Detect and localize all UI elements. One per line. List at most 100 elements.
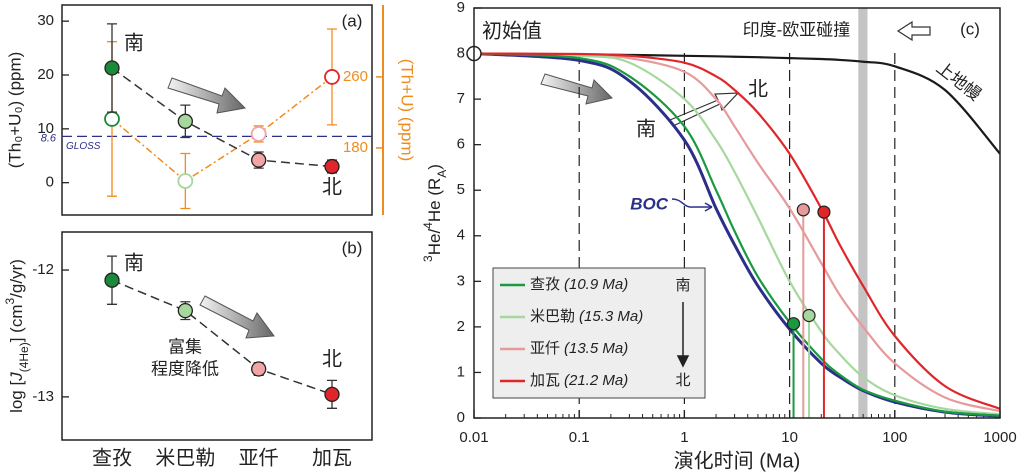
label-part: 3	[421, 255, 435, 262]
curves	[474, 52, 1000, 418]
axis-label: log [J(4He)] (cm3/g/yr)	[3, 259, 31, 413]
north-label: 北	[748, 77, 768, 100]
connector	[111, 67, 333, 168]
reference-label: GLOSS	[66, 141, 101, 152]
x-tick-label: 100	[882, 429, 907, 446]
data-point	[324, 158, 340, 175]
x-tick-label: 1	[680, 429, 688, 446]
curve	[474, 52, 1000, 417]
curve	[474, 52, 1000, 155]
label-part: log [	[7, 381, 26, 413]
plot-frame	[61, 4, 373, 216]
south-label: 南	[636, 117, 656, 140]
curve	[474, 52, 1000, 413]
legend-age: (13.5 Ma)	[564, 340, 628, 357]
x-tick-label: 10	[781, 429, 798, 446]
curve	[474, 52, 1000, 418]
marker	[802, 308, 816, 323]
connector	[111, 76, 333, 182]
note: 程度降低	[151, 359, 219, 378]
y2-tick-label: 260	[343, 68, 368, 85]
y-tick-label: -12	[32, 261, 54, 278]
hollow-arrow	[896, 20, 931, 42]
panel-label: (a)	[342, 11, 363, 30]
legend-box	[492, 267, 706, 399]
label-part: /g/yr)	[7, 259, 26, 298]
x-tick-label: 亚仟	[239, 446, 279, 469]
y-tick-label: 2	[457, 318, 465, 335]
legend-age: (10.9 Ma)	[564, 276, 628, 293]
north-label: 北	[322, 175, 342, 198]
y-tick-label: 30	[37, 12, 54, 29]
data-point	[104, 60, 120, 76]
legend-age: (15.3 Ma)	[579, 308, 643, 325]
mantle-label: 上地幔	[933, 58, 985, 104]
plot-frame	[473, 7, 1001, 419]
label-part: He/	[425, 229, 444, 256]
collision-label: 印度-欧亚碰撞	[743, 20, 851, 39]
marker	[817, 205, 831, 219]
marker	[786, 317, 801, 331]
label-part: J	[7, 372, 26, 382]
axis-label: 3He/4He (RA)	[421, 164, 449, 262]
y-tick-label: 1	[457, 363, 465, 380]
y-tick-label: 9	[457, 0, 465, 16]
y-tick-label: 0	[457, 409, 465, 426]
data-point	[324, 386, 340, 402]
boc-pointer	[704, 202, 713, 212]
data-point	[104, 111, 120, 127]
data-point	[177, 113, 193, 129]
data-point	[177, 302, 193, 319]
panel-label: (c)	[960, 19, 980, 38]
label-part: 4	[421, 222, 435, 229]
legend-north: 北	[675, 372, 690, 389]
x-axis-label: 演化时间 (Ma)	[674, 449, 801, 472]
panel-label: (b)	[342, 238, 363, 257]
curve	[474, 52, 1000, 410]
data-point	[251, 152, 267, 168]
boc-label: BOC	[630, 194, 669, 213]
y-axis-label: (Th₀+U₀) (ppm)	[5, 52, 24, 169]
trend-arrow	[540, 73, 613, 105]
label-part: A	[435, 170, 449, 178]
y-tick-label: 3	[457, 272, 465, 289]
north-label: 北	[322, 347, 342, 370]
legend-age: (21.2 Ma)	[564, 372, 628, 389]
y-tick-label: 10	[37, 120, 54, 137]
label-part: ] (cm	[7, 304, 26, 342]
south-label: 南	[124, 251, 144, 274]
label-part: He (R	[425, 178, 444, 222]
legend-arrow	[676, 302, 690, 368]
y-tick-label: 0	[46, 174, 54, 191]
label-part: 3	[3, 297, 17, 304]
south-label: 南	[124, 31, 144, 54]
x-tick-label: 查孜	[92, 446, 132, 469]
x-tick-label: 0.1	[569, 429, 590, 446]
data-point	[250, 126, 267, 142]
x-tick-label: 1000	[983, 429, 1016, 446]
initial-label: 初始值	[482, 19, 542, 42]
trend-arrow	[199, 295, 275, 339]
x-tick-label: 0.01	[459, 429, 488, 446]
x-tick-label: 米巴勒	[155, 446, 215, 469]
legend-label: 亚仟	[530, 340, 560, 357]
legend-south: 南	[675, 277, 690, 294]
y-tick-label: 20	[37, 66, 54, 83]
y-tick-label: 6	[457, 136, 465, 153]
note: 富集	[168, 337, 202, 356]
data-point	[177, 173, 194, 189]
trend-arrow	[167, 77, 247, 114]
label-part: (4He)	[17, 342, 31, 372]
y2-tick-label: 180	[343, 139, 368, 156]
marker	[796, 203, 810, 217]
data-point	[324, 69, 340, 85]
connector	[111, 279, 333, 396]
curve	[474, 52, 1000, 416]
y-tick-label: -13	[32, 388, 54, 405]
y-tick-label: 7	[457, 90, 465, 107]
collision-band	[858, 8, 868, 418]
legend-label: 查孜	[530, 276, 560, 293]
label-part: )	[425, 164, 444, 170]
y-tick-label: 8	[457, 45, 465, 62]
y-tick-label: 5	[457, 181, 465, 198]
